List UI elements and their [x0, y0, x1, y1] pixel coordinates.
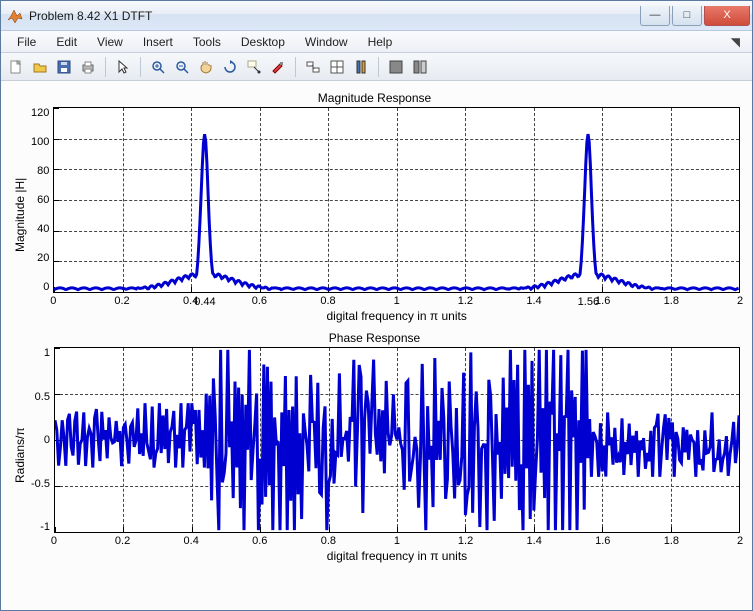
chart1-xticks: 00.20.40.60.811.21.41.61.82	[53, 295, 740, 309]
chart2-title: Phase Response	[9, 331, 740, 345]
chart2-xticks: 00.20.40.60.811.21.41.61.82	[54, 535, 740, 549]
tb-brush-icon[interactable]	[267, 56, 289, 78]
toolbar-separator	[295, 57, 296, 77]
menu-edit[interactable]: Edit	[46, 33, 87, 51]
chart2-xlabel: digital frequency in π units	[54, 549, 740, 563]
ytick: 80	[37, 165, 49, 177]
ytick: 40	[37, 223, 49, 235]
ytick: 20	[37, 252, 49, 264]
toolbar-separator	[378, 57, 379, 77]
window-controls: — □ X	[638, 6, 750, 26]
window-title: Problem 8.42 X1 DTFT	[29, 9, 638, 23]
tb-zoom-out-icon[interactable]	[171, 56, 193, 78]
tb-datacursor-icon[interactable]	[243, 56, 265, 78]
tb-hide-icon[interactable]	[409, 56, 431, 78]
figure-window: Problem 8.42 X1 DTFT — □ X File Edit Vie…	[0, 0, 753, 611]
menu-tools[interactable]: Tools	[183, 33, 231, 51]
menu-window[interactable]: Window	[295, 33, 358, 51]
close-button[interactable]: X	[704, 6, 750, 26]
chart1-wrap: Magnitude |H| 120 100 80 60 40 20 0 0.441.56 0…	[9, 107, 740, 323]
chart2-ylabel: Radians/π	[9, 347, 31, 563]
ytick: -0.5	[31, 478, 50, 490]
toolbar-separator	[140, 57, 141, 77]
tb-save-icon[interactable]	[53, 56, 75, 78]
tb-layout-icon[interactable]	[326, 56, 348, 78]
ytick: 0	[44, 434, 50, 446]
tb-print-icon[interactable]	[77, 56, 99, 78]
menu-view[interactable]: View	[87, 33, 133, 51]
toolbar	[1, 53, 752, 81]
tb-rotate-icon[interactable]	[219, 56, 241, 78]
chart1-yticks: 120 100 80 60 40 20 0	[31, 107, 53, 293]
chart1-axes[interactable]: 0.441.56	[53, 107, 740, 293]
chart1-xlabel: digital frequency in π units	[53, 309, 740, 323]
dock-icon[interactable]: ◥	[725, 33, 746, 51]
tb-legend-icon[interactable]	[385, 56, 407, 78]
chart2-yticks: 1 0.5 0 -0.5 -1	[31, 347, 54, 533]
menu-file[interactable]: File	[7, 33, 46, 51]
tb-link-icon[interactable]	[302, 56, 324, 78]
menu-insert[interactable]: Insert	[133, 33, 183, 51]
ytick: -1	[40, 521, 50, 533]
chart1-ylabel: Magnitude |H|	[9, 107, 31, 323]
maximize-button[interactable]: □	[672, 6, 702, 26]
menu-desktop[interactable]: Desktop	[231, 33, 295, 51]
ytick: 1	[44, 347, 50, 359]
ytick: 0.5	[35, 391, 50, 403]
tb-pointer-icon[interactable]	[112, 56, 134, 78]
menubar: File Edit View Insert Tools Desktop Wind…	[1, 31, 752, 53]
tb-zoom-in-icon[interactable]	[147, 56, 169, 78]
toolbar-separator	[105, 57, 106, 77]
ytick: 120	[31, 107, 49, 119]
tb-new-icon[interactable]	[5, 56, 27, 78]
chart1-title: Magnitude Response	[9, 91, 740, 105]
tb-open-icon[interactable]	[29, 56, 51, 78]
ytick: 0	[43, 281, 49, 293]
minimize-button[interactable]: —	[640, 6, 670, 26]
ytick: 60	[37, 194, 49, 206]
titlebar[interactable]: Problem 8.42 X1 DTFT — □ X	[1, 1, 752, 31]
ytick: 100	[31, 136, 49, 148]
chart2-wrap: Radians/π 1 0.5 0 -0.5 -1 00.20.40.60.811.21…	[9, 347, 740, 563]
menu-help[interactable]: Help	[358, 33, 403, 51]
tb-colorbar-icon[interactable]	[350, 56, 372, 78]
figure-content: Magnitude Response Magnitude |H| 1201008…	[1, 81, 752, 610]
chart2-axes[interactable]	[54, 347, 740, 533]
matlab-icon	[7, 8, 23, 24]
tb-pan-icon[interactable]	[195, 56, 217, 78]
